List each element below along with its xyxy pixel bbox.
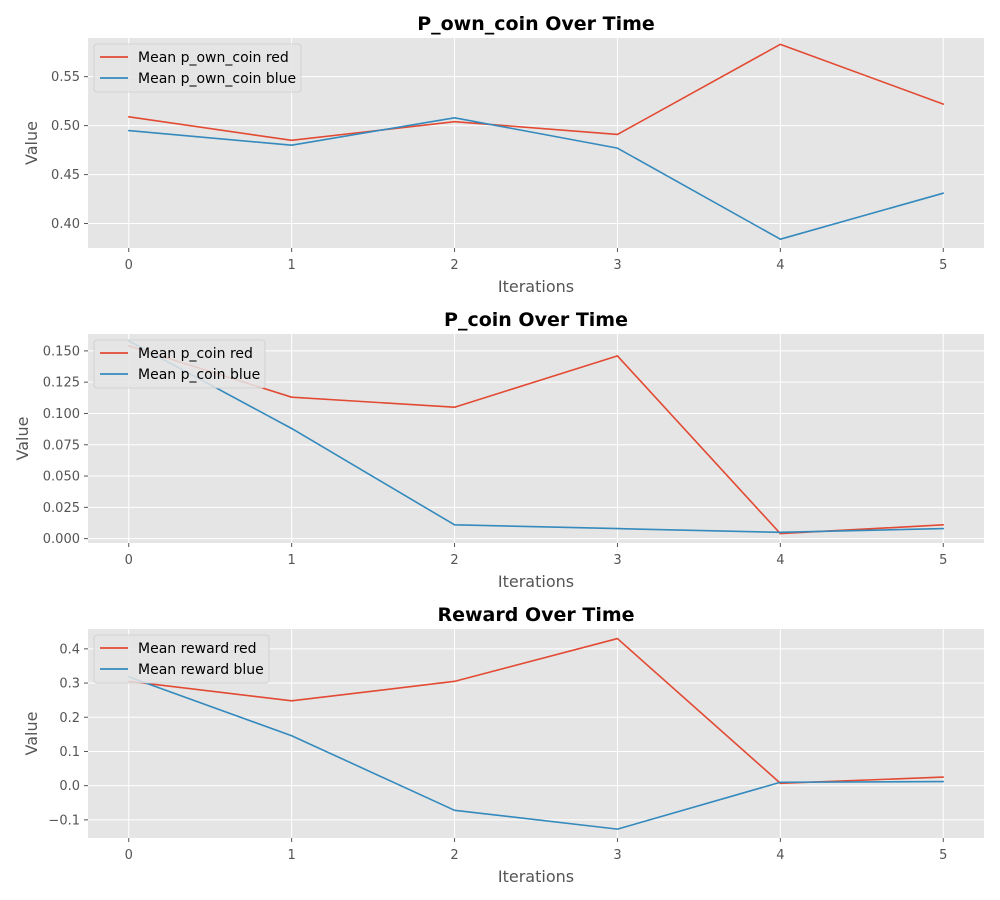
- legend-box: [93, 339, 266, 389]
- y-axis-label: Value: [22, 712, 41, 756]
- x-tick-label: 1: [287, 848, 295, 863]
- legend-entry: Mean p_coin blue: [138, 367, 260, 383]
- legend-entry: Mean p_own_coin blue: [138, 71, 296, 87]
- y-tick-label: 0.000: [43, 532, 80, 547]
- y-tick-label: −0.1: [48, 813, 80, 828]
- data-point: [616, 637, 619, 640]
- x-tick-label: 5: [939, 848, 947, 863]
- x-tick-label: 3: [613, 848, 621, 863]
- chart-title: P_coin Over Time: [444, 309, 628, 331]
- x-tick-label: 2: [450, 848, 458, 863]
- y-tick-label: 0.3: [59, 677, 80, 692]
- x-tick-label: 3: [613, 553, 621, 568]
- x-tick-label: 1: [287, 553, 295, 568]
- x-axis-label: Iterations: [498, 867, 574, 886]
- x-tick-label: 5: [939, 553, 947, 568]
- x-tick-label: 0: [125, 848, 133, 863]
- x-tick-label: 4: [776, 553, 784, 568]
- y-tick-label: 0.40: [51, 217, 80, 232]
- data-point: [290, 144, 293, 147]
- x-tick-label: 0: [125, 258, 133, 273]
- chart-panel-2: 0 1 2 3 4 5 0.000 0.025 0.050 0.075 0.100 0.125 0.15…: [13, 309, 984, 591]
- data-point: [290, 700, 293, 702]
- series-line-red: [128, 43, 944, 142]
- chart-title: P_own_coin Over Time: [417, 13, 655, 35]
- x-tick-label: 2: [450, 553, 458, 568]
- legend: Mean p_own_coin red Mean p_own_coin blue: [93, 43, 302, 93]
- y-tick-label: 0.025: [43, 501, 80, 516]
- data-point: [616, 828, 619, 830]
- legend-box: [93, 43, 302, 93]
- y-tick-label: 0.100: [43, 407, 80, 422]
- data-point: [616, 527, 619, 530]
- data-point: [127, 129, 130, 132]
- y-tick-label: 0.4: [59, 642, 80, 657]
- y-tick-label: 0.2: [59, 711, 80, 726]
- data-point: [290, 396, 293, 399]
- data-point: [942, 527, 945, 530]
- x-tick-label: 4: [776, 258, 784, 273]
- data-point: [290, 139, 293, 142]
- x-tick-label: 1: [287, 258, 295, 273]
- data-point: [779, 781, 782, 784]
- data-point: [453, 524, 456, 526]
- data-point: [942, 192, 945, 194]
- data-point: [779, 532, 782, 535]
- y-tick-label: 0.55: [51, 70, 80, 85]
- y-tick-label: 0.075: [43, 438, 80, 453]
- x-tick-label: 2: [450, 258, 458, 273]
- legend: Mean p_coin red Mean p_coin blue: [93, 339, 266, 389]
- data-point: [616, 147, 619, 149]
- chart-title: Reward Over Time: [437, 604, 634, 626]
- x-tick-label: 3: [613, 258, 621, 273]
- y-tick-label: 0.0: [59, 779, 80, 794]
- legend: Mean reward red Mean reward blue: [93, 634, 270, 684]
- series-line-blue: [128, 340, 944, 534]
- y-tick-label: 0.050: [43, 470, 80, 485]
- y-axis-label: Value: [13, 417, 32, 461]
- legend-entry: Mean reward red: [138, 641, 256, 657]
- y-tick-label: 0.150: [43, 344, 80, 359]
- data-point: [290, 734, 293, 737]
- data-point: [942, 780, 945, 783]
- data-point: [616, 133, 619, 136]
- legend-entry: Mean reward blue: [138, 662, 264, 678]
- y-tick-label: 0.1: [59, 745, 80, 760]
- chart-panel-1: 0 1 2 3 4 5 0.40 0.45 0.50 0.55 P_own_coin Over Ti…: [22, 13, 984, 296]
- y-axis-label: Value: [22, 121, 41, 165]
- data-point: [453, 809, 456, 812]
- data-point: [942, 776, 945, 778]
- data-point: [453, 680, 456, 683]
- data-point: [779, 531, 782, 534]
- data-point: [453, 116, 456, 119]
- y-tick-label: 0.45: [51, 168, 80, 183]
- chart-panel-3: 0 1 2 3 4 5 −0.1 0.0 0.1 0.2 0.3 0.4 Reward Over Tim…: [22, 604, 984, 886]
- data-point: [127, 116, 130, 118]
- x-tick-label: 0: [125, 553, 133, 568]
- data-point: [616, 355, 619, 357]
- data-point: [942, 524, 945, 526]
- data-point: [453, 406, 456, 409]
- legend-entry: Mean p_coin red: [138, 346, 253, 362]
- legend-box: [93, 634, 270, 684]
- data-point: [779, 43, 782, 46]
- series-line-blue: [128, 116, 944, 240]
- data-point: [779, 238, 782, 240]
- x-tick-label: 4: [776, 848, 784, 863]
- x-tick-label: 5: [939, 258, 947, 273]
- x-axis-label: Iterations: [498, 572, 574, 591]
- x-axis-label: Iterations: [498, 277, 574, 296]
- data-point: [290, 427, 293, 430]
- y-tick-label: 0.125: [43, 376, 80, 391]
- legend-entry: Mean p_own_coin red: [138, 50, 289, 66]
- data-point: [942, 103, 945, 105]
- data-point: [453, 120, 456, 123]
- y-tick-label: 0.50: [51, 119, 80, 134]
- series-line-blue: [128, 676, 944, 830]
